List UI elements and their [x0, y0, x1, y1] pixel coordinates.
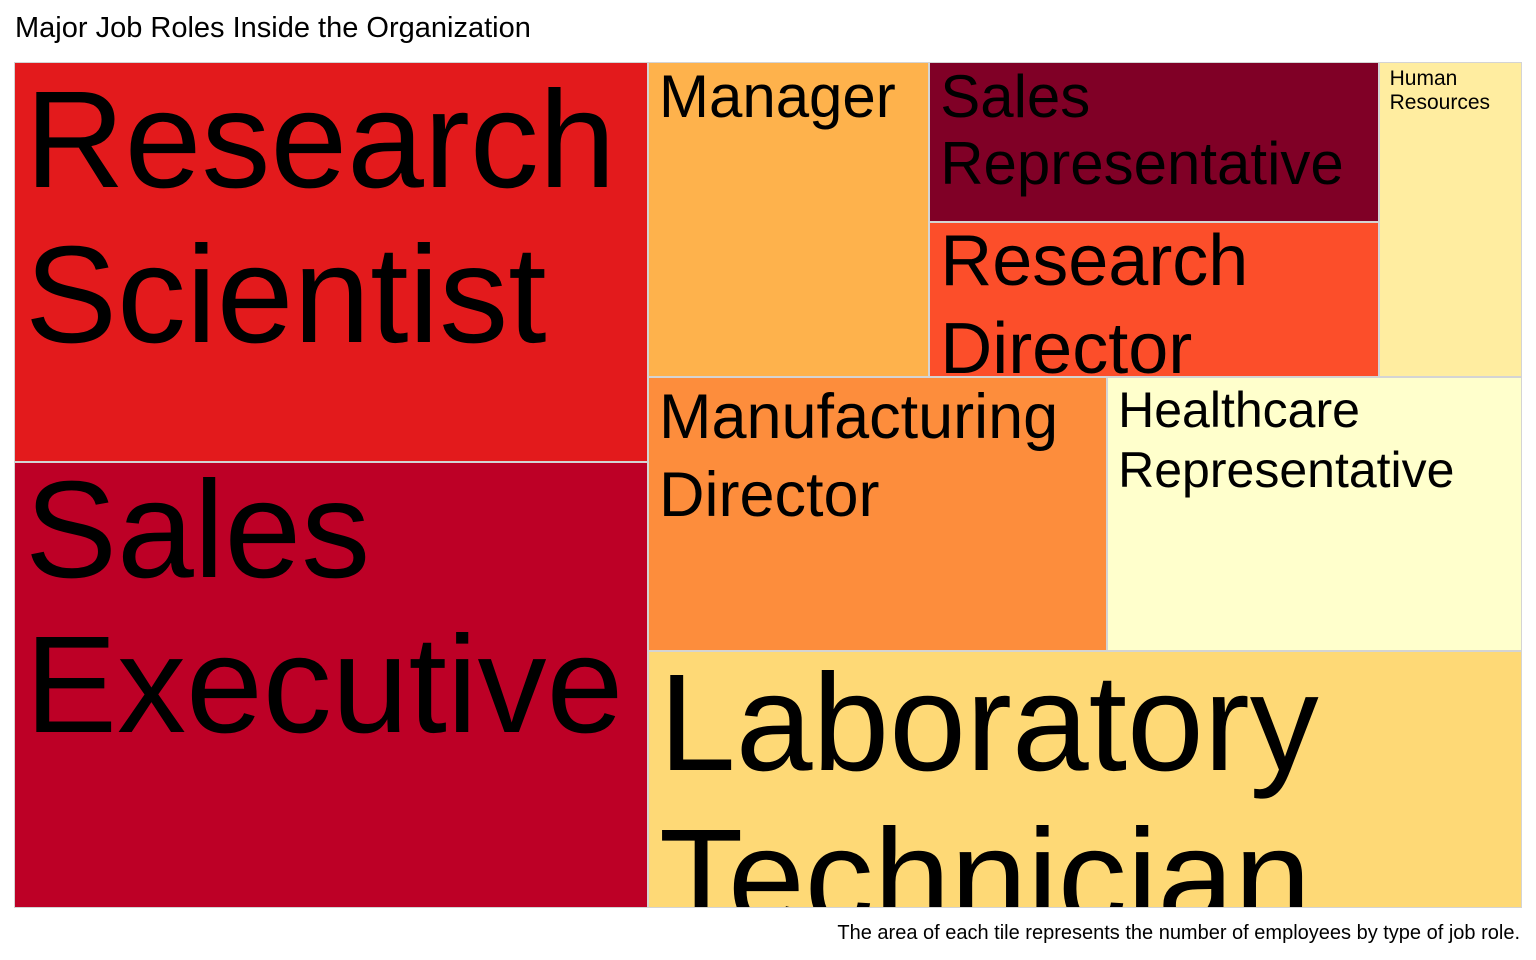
tile-label-laboratory-technician: Laboratory Technician — [658, 650, 1319, 908]
tile-sales-executive: Sales Executive — [14, 461, 648, 908]
chart-title: Major Job Roles Inside the Organization — [15, 12, 531, 44]
tile-laboratory-technician: Laboratory Technician — [647, 650, 1522, 908]
tile-research-scientist: Research Scientist — [14, 62, 648, 462]
tile-research-director: Research Director — [929, 222, 1379, 377]
chart-caption: The area of each tile represents the num… — [837, 922, 1520, 944]
treemap-plot-area: Sales Executive Research Scientist Laborat… — [14, 62, 1522, 908]
tile-label-sales-executive: Sales Executive — [25, 461, 624, 762]
tile-manager: Manager — [647, 62, 930, 377]
tile-healthcare-representative: Healthcare Representative — [1107, 376, 1522, 651]
tile-label-research-scientist: Research Scientist — [25, 63, 616, 372]
tile-manufacturing-director: Manufacturing Director — [647, 376, 1108, 651]
tile-label-research-director: Research Director — [940, 222, 1249, 377]
tile-label-healthcare-representative: Healthcare Representative — [1118, 381, 1455, 498]
tile-label-sales-representative: Sales Representative — [940, 63, 1344, 197]
tile-human-resources: Human Resources — [1378, 62, 1522, 377]
tile-label-manufacturing-director: Manufacturing Director — [658, 381, 1059, 530]
tile-sales-representative: Sales Representative — [929, 62, 1379, 223]
tile-label-human-resources: Human Resources — [1389, 67, 1491, 114]
tile-label-manager: Manager — [658, 63, 896, 130]
